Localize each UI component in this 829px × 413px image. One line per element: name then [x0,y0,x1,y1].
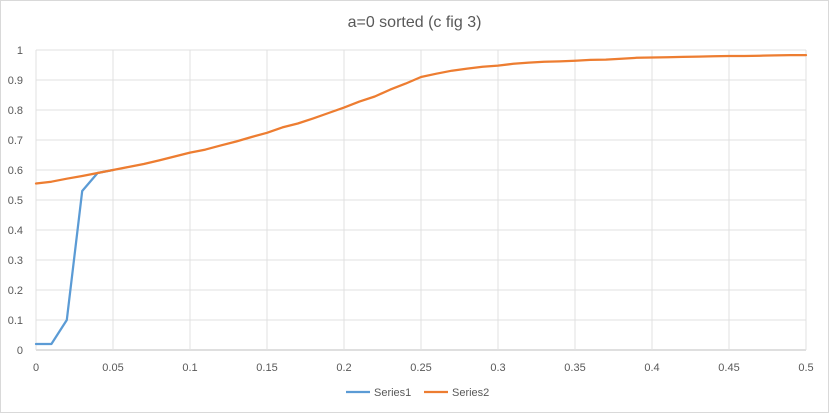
x-tick-label: 0.4 [644,362,659,374]
y-tick-label: 0.1 [8,315,23,327]
y-tick-label: 0 [17,345,23,357]
y-tick-label: 0.3 [8,255,23,267]
series-line-series1 [34,168,115,346]
legend-label: Series1 [374,387,411,399]
y-tick-label: 0.4 [8,225,23,237]
chart-title: a=0 sorted (c fig 3) [347,14,482,31]
y-tick-label: 0.2 [8,285,23,297]
y-tick-label: 0.7 [8,135,23,147]
y-tick-label: 0.9 [8,75,23,87]
x-tick-label: 0.45 [718,362,739,374]
x-tick-label: 0.1 [182,362,197,374]
legend-item-series2: Series2 [424,387,489,399]
x-tick-label: 0.5 [798,362,813,374]
x-axis-ticks: 0 0.05 0.1 0.15 0.2 0.25 0.3 0.35 0.4 0.45 0.5 [33,362,814,374]
y-tick-label: 0.8 [8,105,23,117]
y-axis-ticks: 0 0.1 0.2 0.3 0.4 0.5 0.6 0.7 0.8 0.9 1 [8,45,23,357]
y-tick-label: 1 [17,45,23,57]
legend: Series1 Series2 [346,387,489,399]
x-tick-label: 0.25 [410,362,431,374]
x-tick-label: 0 [33,362,39,374]
legend-item-series1: Series1 [346,387,411,399]
y-tick-label: 0.6 [8,165,23,177]
y-tick-label: 0.5 [8,195,23,207]
legend-label: Series2 [452,387,489,399]
x-tick-label: 0.35 [564,362,585,374]
x-tick-label: 0.05 [102,362,123,374]
series-line-series2 [34,53,808,185]
x-tick-label: 0.15 [256,362,277,374]
x-tick-label: 0.3 [490,362,505,374]
gridlines [35,49,807,351]
x-tick-label: 0.2 [336,362,351,374]
series-lines [34,53,808,346]
